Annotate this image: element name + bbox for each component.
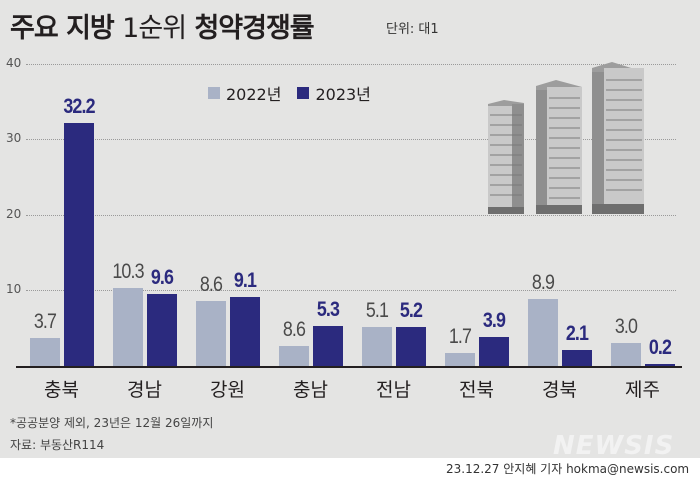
bar-2023	[396, 326, 426, 366]
category-label: 전북	[459, 379, 494, 401]
bar-2022	[445, 353, 475, 366]
category-label: 충북	[44, 379, 79, 401]
ytick-40: 40	[6, 56, 22, 70]
bar-2022	[30, 338, 60, 366]
legend-label-2023: 2023년	[315, 85, 371, 104]
bar-2022	[528, 298, 558, 366]
title-part-2: 1순위	[122, 13, 187, 44]
bar-2023	[64, 122, 94, 366]
bar-2023	[645, 364, 675, 366]
category-label: 제주	[625, 379, 660, 401]
bar-2022	[113, 288, 143, 366]
value-label-2022: 8.9	[531, 270, 555, 294]
gridline-40	[26, 64, 676, 65]
ytick-20: 20	[6, 207, 22, 221]
bar-2022	[611, 343, 641, 366]
bar-2022	[279, 346, 309, 366]
value-label-2022: 3.0	[614, 315, 638, 339]
unit-label: 단위: 대1	[386, 22, 439, 37]
bar-2022	[362, 327, 392, 366]
value-label-2022: 10.3	[112, 260, 144, 284]
value-label-2023: 5.2	[399, 298, 423, 322]
bar-2022	[196, 301, 226, 366]
value-label-2023: 2.1	[565, 322, 589, 346]
bar-2023	[313, 325, 343, 366]
legend-item-2023: 2023년	[297, 81, 371, 105]
category-label: 전남	[376, 379, 411, 401]
apartment-buildings-illustration	[488, 62, 644, 214]
value-label-2023: 32.2	[63, 94, 95, 118]
value-label-2022: 5.1	[365, 299, 389, 323]
bar-2023	[230, 297, 260, 366]
value-label-2023: 3.9	[482, 308, 506, 332]
source-label: 자료: 부동산R114	[10, 438, 105, 452]
title-part-1: 주요 지방	[10, 13, 115, 44]
credit-line: 23.12.27 안지혜 기자 hokma@newsis.com	[446, 462, 690, 476]
x-axis-baseline	[16, 366, 682, 368]
gridline-30	[26, 139, 676, 140]
value-label-2022: 1.7	[448, 325, 472, 349]
category-label: 경남	[127, 379, 162, 401]
title-part-3: 청약경쟁률	[194, 13, 314, 44]
ytick-10: 10	[6, 282, 22, 296]
chart-panel: 주요 지방 1순위 청약경쟁률 단위: 대1 40 30 20 10 2022년…	[0, 0, 700, 461]
gridline-20	[26, 215, 676, 216]
bar-2023	[479, 336, 509, 366]
value-label-2023: 9.6	[150, 265, 174, 289]
legend-swatch-2022	[208, 87, 220, 99]
bar-2023	[147, 293, 177, 366]
ytick-30: 30	[6, 131, 22, 145]
value-label-2022: 3.7	[33, 310, 57, 334]
newsis-logo: NEWSIS	[553, 431, 675, 461]
value-label-2022: 8.6	[199, 273, 223, 297]
legend-item-2022: 2022년	[208, 81, 281, 105]
bar-2023	[562, 350, 592, 366]
value-label-2022: 8.6	[282, 318, 306, 342]
footnote: *공공분양 제외, 23년은 12월 26일까지	[10, 416, 214, 430]
value-label-2023: 0.2	[648, 336, 672, 359]
value-label-2023: 9.1	[233, 269, 257, 293]
chart-title: 주요 지방 1순위 청약경쟁률	[10, 6, 315, 45]
category-label: 강원	[210, 379, 245, 401]
legend-label-2022: 2022년	[226, 85, 282, 104]
category-label: 경북	[542, 379, 577, 401]
legend: 2022년 2023년	[208, 81, 379, 105]
legend-swatch-2023	[297, 87, 310, 99]
category-label: 충남	[293, 379, 328, 401]
value-label-2023: 5.3	[316, 297, 340, 321]
gridline-10	[26, 290, 676, 291]
